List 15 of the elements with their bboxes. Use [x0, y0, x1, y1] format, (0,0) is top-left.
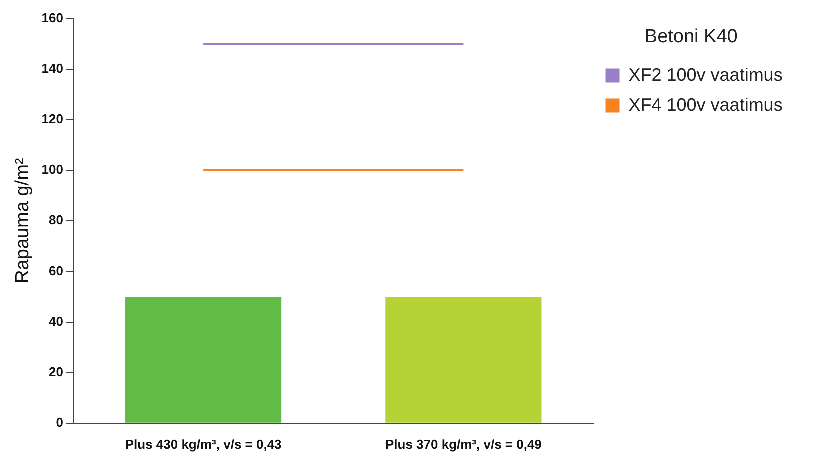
legend-title: Betoni K40: [644, 26, 738, 48]
legend-label: XF2 100v vaatimus: [628, 64, 783, 85]
y-tick-label: 120: [42, 112, 64, 127]
x-tick-label: Plus 430 kg/m³, v/s = 0,43: [125, 436, 282, 452]
y-tick-label: 100: [42, 162, 64, 178]
y-tick-label: 0: [56, 414, 64, 430]
y-tick-label: 80: [49, 212, 64, 228]
y-tick-label: 20: [49, 364, 64, 380]
y-tick-label: 40: [49, 314, 64, 329]
y-axis-title: Rapauma g/m²: [12, 158, 34, 284]
y-tick-label: 140: [42, 60, 64, 76]
y-tick-label: 160: [42, 10, 64, 26]
legend-label: XF4 100v vaatimus: [628, 94, 783, 115]
x-tick-label: Plus 370 kg/m³, v/s = 0,49: [385, 436, 542, 452]
y-tick-label: 60: [49, 263, 64, 278]
